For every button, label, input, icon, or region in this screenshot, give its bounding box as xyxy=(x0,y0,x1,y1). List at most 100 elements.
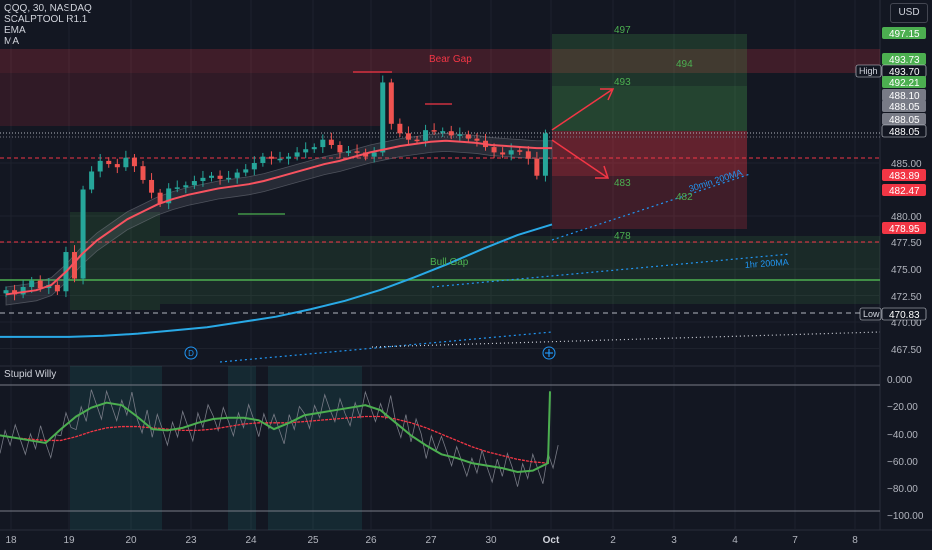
price-badge-6: 488.05 xyxy=(882,113,926,126)
candle-10 xyxy=(89,166,95,194)
ema-line xyxy=(5,139,552,296)
svg-text:470.83: 470.83 xyxy=(889,310,920,321)
time-tick-4: 24 xyxy=(245,535,257,546)
candle-46 xyxy=(397,118,403,138)
candle-55 xyxy=(474,133,480,147)
osc-tick-5: −100.00 xyxy=(887,511,924,522)
svg-text:488.05: 488.05 xyxy=(889,102,920,113)
svg-text:497.15: 497.15 xyxy=(889,29,920,40)
price-badge-3: 492.21 xyxy=(882,76,926,89)
osc-tick-2: −40.00 xyxy=(887,430,918,441)
candle-28 xyxy=(243,164,249,177)
candle-30 xyxy=(260,152,266,167)
candle-22 xyxy=(191,175,197,189)
svg-text:482.47: 482.47 xyxy=(889,186,920,197)
svg-text:483.89: 483.89 xyxy=(889,171,920,182)
osc-raw-line xyxy=(0,389,559,487)
candle-11 xyxy=(97,153,103,178)
time-tick-7: 27 xyxy=(425,535,437,546)
svg-text:478.95: 478.95 xyxy=(889,224,920,235)
osc-tick-4: −80.00 xyxy=(887,484,918,495)
candles xyxy=(3,75,548,301)
indicator-ema[interactable]: EMA xyxy=(4,25,26,36)
candle-37 xyxy=(320,134,326,153)
candle-17 xyxy=(149,173,155,199)
time-tick-3: 23 xyxy=(185,535,197,546)
candle-43 xyxy=(371,147,377,163)
price-tick-6: 467.50 xyxy=(891,345,922,356)
price-tick-2: 477.50 xyxy=(891,238,922,249)
candle-23 xyxy=(200,170,206,187)
svg-text:488.05: 488.05 xyxy=(889,127,920,138)
osc-tick-1: −20.00 xyxy=(887,402,918,413)
time-tick-14: 8 xyxy=(852,535,858,546)
time-tick-11: 3 xyxy=(671,535,677,546)
long-position-box xyxy=(552,34,747,131)
time-tick-0: 18 xyxy=(5,535,17,546)
svg-text:492.21: 492.21 xyxy=(889,78,920,89)
add-event-icon[interactable] xyxy=(542,346,556,360)
candle-53 xyxy=(457,127,463,142)
candle-60 xyxy=(517,146,523,156)
svg-text:488.10: 488.10 xyxy=(889,91,920,102)
candle-6 xyxy=(54,281,60,295)
candle-58 xyxy=(500,147,506,159)
candle-29 xyxy=(251,156,257,176)
event-marker-d-label: D xyxy=(188,349,194,358)
time-axis[interactable]: 18 19 20 23 24 25 26 27 30 Oct 2 3 4 7 8 xyxy=(5,535,858,546)
osc-session-1 xyxy=(70,366,162,530)
svg-text:493.73: 493.73 xyxy=(889,55,920,66)
time-tick-13: 7 xyxy=(792,535,798,546)
price-badge-0: 497.15 xyxy=(882,27,926,40)
osc-tick-0: 0.000 xyxy=(887,375,912,386)
candle-21 xyxy=(183,181,189,194)
price-axis[interactable]: 485.00 480.00 477.50 475.00 472.50 470.00 467.… xyxy=(855,27,927,522)
ma-lower-projection xyxy=(219,331,553,363)
symbol-title[interactable]: QQQ, 30, NASDAQ xyxy=(4,3,92,14)
svg-text:493.70: 493.70 xyxy=(889,67,920,78)
price-badge-9: 482.47 xyxy=(882,184,926,197)
oscillator xyxy=(0,389,559,487)
price-badge-11: 470.83 xyxy=(881,307,927,321)
ema-band-fill xyxy=(5,132,553,306)
candle-14 xyxy=(123,150,129,171)
time-tick-12: 4 xyxy=(732,535,738,546)
candle-34 xyxy=(294,147,300,161)
bull-gap-zone xyxy=(160,236,880,304)
target-494: 494 xyxy=(676,59,693,70)
time-tick-6: 26 xyxy=(365,535,377,546)
currency-button[interactable]: USD xyxy=(890,3,928,23)
candle-27 xyxy=(234,168,240,184)
candle-32 xyxy=(277,151,283,163)
time-tick-2: 20 xyxy=(125,535,137,546)
candle-25 xyxy=(217,170,223,185)
osc-tick-3: −60.00 xyxy=(887,457,918,468)
svg-text:Low: Low xyxy=(863,309,880,319)
ma200-line xyxy=(0,223,553,338)
candle-19 xyxy=(166,183,172,210)
oscillator-title[interactable]: Stupid Willy xyxy=(4,369,57,380)
candle-38 xyxy=(328,132,334,149)
osc-session-3 xyxy=(268,366,362,530)
bear-gap-zone xyxy=(0,73,380,126)
candle-12 xyxy=(106,157,112,168)
indicator-scalptool[interactable]: SCALPTOOL R1.1 xyxy=(4,14,88,25)
svg-text:488.05: 488.05 xyxy=(889,115,920,126)
long-position-inner xyxy=(552,86,747,131)
price-tick-5: 470.00 xyxy=(891,318,922,329)
event-marker-d[interactable]: D xyxy=(184,346,198,360)
price-tick-0: 485.00 xyxy=(891,159,922,170)
time-tick-10: 2 xyxy=(610,535,616,546)
bear-gap-zone-top xyxy=(0,49,880,73)
time-tick-9: Oct xyxy=(543,535,560,546)
short-position-inner xyxy=(552,131,747,176)
candle-50 xyxy=(431,123,437,135)
candle-36 xyxy=(311,143,317,153)
price-badge-8: 483.89 xyxy=(882,169,926,182)
high-tag: High xyxy=(855,64,882,78)
candle-44 xyxy=(380,75,386,157)
osc-smoothed-line xyxy=(0,415,549,464)
candle-15 xyxy=(131,153,137,173)
candle-13 xyxy=(114,158,120,174)
